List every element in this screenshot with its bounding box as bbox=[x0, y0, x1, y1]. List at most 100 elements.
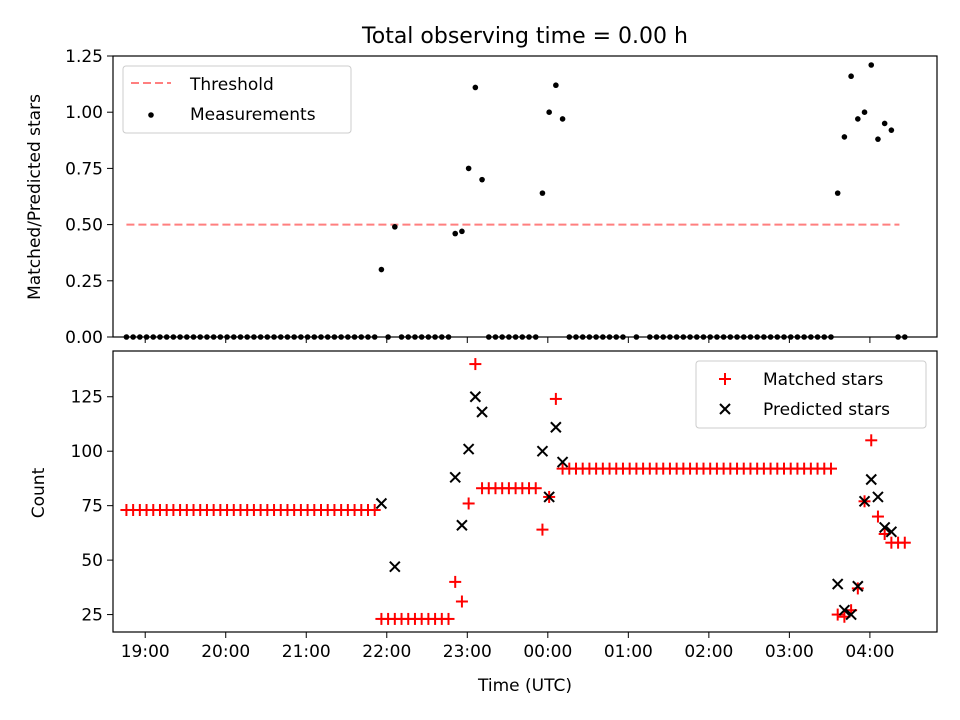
predicted-point bbox=[543, 491, 555, 503]
count-x-tick-label: 02:00 bbox=[684, 642, 733, 662]
predicted-point-b bbox=[831, 578, 844, 590]
predicted-point bbox=[838, 604, 851, 616]
measurement-point bbox=[472, 84, 479, 91]
predicted-point-b bbox=[462, 443, 475, 455]
measurement-point bbox=[841, 134, 848, 140]
count-plot-area bbox=[120, 358, 911, 625]
matched-point bbox=[455, 595, 468, 608]
matched-point bbox=[469, 358, 482, 371]
ratio-panel: 0.00 0.25 0.50 0.75 1.00 1.25 Matched/Predict… bbox=[25, 47, 938, 348]
measurement-point bbox=[848, 73, 854, 80]
matched-point bbox=[831, 608, 844, 621]
measurement-point bbox=[553, 82, 559, 89]
predicted-point-b bbox=[838, 604, 851, 616]
predicted-point bbox=[456, 519, 468, 531]
ratio-legend-box bbox=[122, 65, 352, 134]
count-x-tick-label: 04:00 bbox=[845, 642, 894, 662]
matched-point bbox=[871, 510, 884, 523]
ratio-plot-frame bbox=[112, 55, 938, 338]
predicted-point-b bbox=[845, 608, 857, 621]
count-y-tick-label: 25 bbox=[81, 606, 103, 626]
count-x-tick-label: 21:00 bbox=[282, 642, 331, 662]
ratio-y-tick-label: 0.75 bbox=[65, 159, 103, 179]
measurement-point bbox=[881, 120, 888, 127]
predicted-point bbox=[389, 560, 401, 573]
predicted-point bbox=[469, 391, 482, 403]
predicted-point-b bbox=[878, 521, 891, 534]
predicted-point-b bbox=[885, 526, 898, 538]
matched-legend-swatch bbox=[719, 373, 731, 385]
count-x-tick-label: 00:00 bbox=[523, 642, 572, 662]
predicted-point-b bbox=[476, 406, 488, 418]
measurement-point bbox=[888, 127, 895, 133]
predicted-point bbox=[536, 445, 549, 457]
predicted-point bbox=[872, 491, 884, 503]
predicted-point bbox=[462, 443, 475, 455]
predicted-point bbox=[885, 526, 898, 538]
count-x-label: Time (UTC) bbox=[477, 676, 572, 696]
predicted-point-b bbox=[872, 491, 884, 503]
count-y-label: Count bbox=[29, 467, 49, 518]
ratio-y-tick-label: 0.50 bbox=[65, 216, 103, 236]
count-x-tick-label: 22:00 bbox=[362, 642, 411, 662]
count-panel: 25 50 75 100 125 19:00 20:00 21:00 22:00 23:00 00… bbox=[29, 350, 938, 696]
predicted-point-b bbox=[858, 495, 871, 508]
count-x-tick-label: 19:00 bbox=[121, 642, 170, 662]
count-x-tick-label: 23:00 bbox=[443, 642, 492, 662]
predicted-point bbox=[556, 456, 569, 468]
predicted-point-b bbox=[536, 445, 549, 457]
count-y-axis: 25 50 75 100 125 bbox=[71, 388, 113, 626]
predicted-point-b bbox=[389, 560, 401, 573]
matched-point bbox=[462, 497, 475, 510]
predicted-point-b bbox=[550, 421, 562, 433]
predicted-point-b bbox=[456, 519, 468, 531]
ratio-y-tick-label: 0.00 bbox=[65, 328, 103, 348]
predicted-point-b bbox=[375, 497, 388, 510]
count-y-tick-label: 125 bbox=[71, 388, 103, 408]
measurement-point bbox=[479, 176, 485, 183]
measurement-point bbox=[855, 116, 861, 122]
measurements-legend-label: Measurements bbox=[190, 105, 316, 125]
measurement-point bbox=[834, 190, 841, 196]
measurement-point bbox=[539, 190, 546, 196]
measurement-point bbox=[546, 109, 552, 115]
ratio-y-tick-label: 0.25 bbox=[65, 272, 103, 292]
ratio-plot-area bbox=[123, 62, 908, 340]
matched-point bbox=[449, 575, 462, 588]
predicted-point-b bbox=[449, 471, 461, 484]
count-legend-box bbox=[695, 360, 927, 429]
count-x-tick-label: 20:00 bbox=[201, 642, 250, 662]
predicted-point-b bbox=[852, 580, 864, 592]
count-y-tick-label: 75 bbox=[81, 497, 103, 517]
predicted-legend-label: Predicted stars bbox=[763, 400, 890, 420]
predicted-point-b bbox=[865, 473, 877, 486]
count-y-tick-label: 50 bbox=[81, 551, 103, 571]
matched-point bbox=[442, 612, 455, 625]
predicted-point bbox=[865, 473, 877, 486]
count-x-axis: 19:00 20:00 21:00 22:00 23:00 00:00 01:00 02:00… bbox=[121, 632, 894, 662]
matched-point bbox=[549, 392, 562, 405]
measurement-point bbox=[392, 224, 398, 230]
measurement-point bbox=[875, 136, 881, 142]
matched-point bbox=[824, 462, 837, 475]
measurement-point bbox=[378, 266, 385, 273]
predicted-point bbox=[449, 471, 461, 484]
chart-title: Total observing time = 0.00 h bbox=[361, 24, 688, 49]
predicted-point bbox=[550, 421, 562, 433]
ratio-y-tick-label: 1.25 bbox=[65, 47, 103, 67]
measurement-point bbox=[868, 62, 875, 68]
ratio-y-tick-label: 1.00 bbox=[65, 103, 103, 123]
count-x-tick-label: 01:00 bbox=[604, 642, 653, 662]
count-x-tick-label: 03:00 bbox=[765, 642, 814, 662]
count-plot-frame bbox=[112, 350, 938, 633]
matched-point bbox=[368, 504, 381, 517]
count-legend: Matched stars Predicted stars bbox=[695, 360, 927, 429]
ratio-y-axis: 0.00 0.25 0.50 0.75 1.00 1.25 bbox=[65, 47, 113, 348]
matched-point bbox=[851, 582, 864, 595]
predicted-point bbox=[375, 497, 388, 510]
count-y-tick-label: 100 bbox=[71, 442, 103, 462]
matched-point bbox=[536, 523, 549, 536]
predicted-point bbox=[476, 406, 488, 418]
predicted-point bbox=[858, 495, 871, 508]
